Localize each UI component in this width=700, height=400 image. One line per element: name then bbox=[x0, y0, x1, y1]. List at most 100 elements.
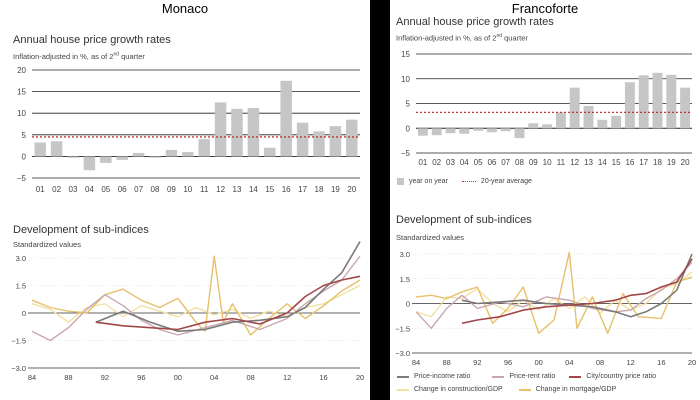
x-tick-label: 12 bbox=[283, 373, 291, 382]
panel-monaco: Monaco Annual house price growth rates I… bbox=[11, 1, 365, 382]
bar bbox=[583, 105, 594, 129]
legend-label-mortgage: Change in mortgage/GDP bbox=[535, 386, 617, 393]
x-tick-label: 01 bbox=[36, 185, 45, 194]
city-title: Monaco bbox=[161, 1, 209, 16]
bar bbox=[597, 119, 608, 129]
y-tick-label: 20 bbox=[17, 66, 26, 75]
bar-chart-title: Annual house price growth rates bbox=[13, 34, 171, 46]
bar bbox=[459, 128, 470, 134]
x-tick-label: 14 bbox=[598, 158, 607, 167]
bar bbox=[116, 156, 128, 160]
y-tick-label: 15 bbox=[401, 50, 410, 59]
x-tick-label: 15 bbox=[612, 158, 621, 167]
x-tick-label: 12 bbox=[570, 158, 579, 167]
x-tick-label: 08 bbox=[151, 185, 160, 194]
bar bbox=[555, 112, 566, 129]
y-tick-label: 5 bbox=[22, 131, 27, 140]
x-tick-label: 00 bbox=[174, 373, 182, 382]
line-chart-subtitle: Standardized values bbox=[396, 233, 464, 242]
legend-swatch-mortgage bbox=[518, 388, 531, 391]
bar-legend: year on year 20-year average bbox=[397, 178, 532, 185]
y-tick-label: −5 bbox=[17, 174, 27, 183]
bar bbox=[165, 149, 178, 157]
bar bbox=[198, 139, 210, 157]
y-tick-label: 1.5 bbox=[400, 275, 410, 284]
legend-swatch-average bbox=[461, 181, 476, 182]
x-tick-label: 88 bbox=[442, 358, 450, 367]
legend-label-construction: Change in construction/GDP bbox=[414, 386, 503, 393]
x-tick-label: 16 bbox=[657, 358, 665, 367]
y-tick-label: 10 bbox=[401, 75, 410, 84]
bar bbox=[666, 74, 677, 129]
line-chart-title: Development of sub-indices bbox=[396, 214, 532, 226]
panel-divider bbox=[370, 0, 390, 400]
bar bbox=[214, 102, 227, 157]
y-tick-label: −5 bbox=[401, 149, 411, 158]
bar bbox=[346, 119, 358, 157]
series-line bbox=[415, 251, 693, 334]
x-tick-label: 07 bbox=[501, 158, 510, 167]
x-tick-label: 16 bbox=[319, 373, 327, 382]
series-line bbox=[461, 258, 693, 325]
bar bbox=[569, 87, 580, 129]
bar bbox=[50, 141, 63, 157]
bar bbox=[100, 156, 112, 163]
legend-label-price-income: Price-income ratio bbox=[414, 373, 471, 380]
x-tick-label: 20 bbox=[681, 158, 690, 167]
bar bbox=[67, 156, 79, 158]
series-line bbox=[461, 253, 693, 318]
y-tick-label: 3.0 bbox=[400, 250, 410, 259]
x-tick-label: 04 bbox=[460, 158, 469, 167]
x-tick-label: 96 bbox=[504, 358, 512, 367]
y-tick-label: 15 bbox=[17, 88, 26, 97]
x-tick-label: 12 bbox=[216, 185, 225, 194]
line-legend-row-2: Change in construction/GDP Change in mor… bbox=[397, 386, 616, 393]
bar bbox=[431, 128, 442, 136]
x-tick-label: 04 bbox=[565, 358, 573, 367]
x-tick-label: 01 bbox=[418, 158, 427, 167]
legend-label-year-on-year: year on year bbox=[409, 178, 448, 185]
superscript: nd bbox=[496, 33, 503, 39]
legend-swatch-price-rent bbox=[492, 375, 505, 378]
line-chart-title: Development of sub-indices bbox=[13, 224, 149, 236]
x-tick-label: 16 bbox=[282, 185, 291, 194]
legend-swatch-city-country bbox=[569, 375, 582, 378]
bar bbox=[231, 108, 243, 157]
x-tick-label: 08 bbox=[246, 373, 254, 382]
x-tick-label: 06 bbox=[118, 185, 127, 194]
bar bbox=[500, 128, 511, 132]
x-tick-label: 08 bbox=[515, 158, 524, 167]
legend-swatch-construction bbox=[397, 388, 409, 391]
bar bbox=[680, 87, 691, 129]
x-tick-label: 03 bbox=[69, 185, 78, 194]
superscript: nd bbox=[113, 51, 120, 57]
x-tick-label: 18 bbox=[315, 185, 324, 194]
x-tick-label: 19 bbox=[331, 185, 340, 194]
bar bbox=[34, 142, 46, 157]
bar bbox=[611, 115, 622, 129]
x-tick-label: 84 bbox=[28, 373, 36, 382]
x-tick-label: 20 bbox=[347, 185, 356, 194]
y-tick-label: 0 bbox=[22, 152, 27, 161]
x-tick-label: 04 bbox=[210, 373, 218, 382]
bar bbox=[149, 156, 161, 158]
x-tick-label: 02 bbox=[432, 158, 441, 167]
x-tick-label: 13 bbox=[233, 185, 242, 194]
x-tick-label: 19 bbox=[667, 158, 676, 167]
x-tick-label: 13 bbox=[584, 158, 593, 167]
x-tick-label: 09 bbox=[167, 185, 176, 194]
line-chart-francoforte: −3.0 −1.5 0 1.5 3.0 84 88 92 96 00 04 08 12 16 20 bbox=[395, 250, 696, 367]
x-tick-label: 02 bbox=[52, 185, 61, 194]
series-line bbox=[31, 284, 361, 323]
x-tick-label: 07 bbox=[134, 185, 143, 194]
bar bbox=[296, 122, 309, 157]
x-tick-label: 17 bbox=[298, 185, 307, 194]
city-title: Francoforte bbox=[511, 1, 579, 16]
series-line bbox=[415, 261, 693, 329]
legend-swatch-price-income bbox=[397, 375, 409, 378]
bar bbox=[624, 82, 635, 129]
bar bbox=[264, 147, 276, 157]
x-tick-label: 10 bbox=[543, 158, 552, 167]
y-tick-label: −1.5 bbox=[395, 324, 410, 333]
x-tick-label: 96 bbox=[137, 373, 145, 382]
